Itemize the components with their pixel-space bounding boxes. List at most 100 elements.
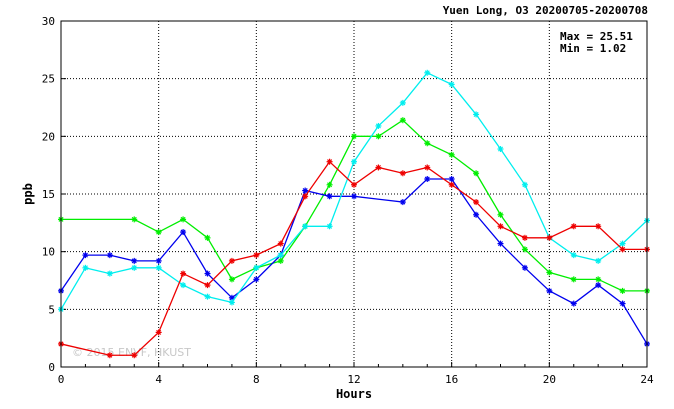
data-point — [131, 257, 138, 264]
min-stat: Min = 1.02 — [560, 42, 626, 55]
data-point — [448, 81, 455, 88]
data-point — [595, 282, 602, 289]
data-point — [424, 140, 431, 147]
data-point — [131, 216, 138, 223]
data-point — [253, 252, 260, 259]
data-point — [375, 133, 382, 140]
data-point — [326, 223, 333, 230]
data-point — [546, 287, 553, 294]
series-0 — [58, 117, 650, 294]
y-axis-title: ppb — [21, 183, 35, 205]
data-point — [326, 158, 333, 165]
data-point — [302, 223, 309, 230]
data-point — [277, 257, 284, 264]
data-point — [424, 164, 431, 171]
data-point — [497, 240, 504, 247]
data-point — [595, 223, 602, 230]
y-tick-label: 30 — [42, 15, 55, 28]
data-point — [351, 158, 357, 165]
data-point — [619, 246, 626, 253]
x-tick-label: 16 — [445, 373, 458, 386]
data-point — [497, 223, 504, 230]
data-point — [619, 287, 626, 294]
y-tick-label: 0 — [48, 361, 55, 374]
y-tick-label: 10 — [42, 246, 55, 259]
data-point — [180, 282, 187, 289]
data-point — [399, 199, 406, 206]
data-point — [595, 276, 602, 283]
data-point — [424, 176, 431, 183]
x-tick-label: 24 — [640, 373, 654, 386]
series-3 — [58, 158, 650, 359]
max-stat: Max = 25.51 — [560, 30, 633, 43]
data-point — [448, 181, 455, 188]
data-point — [106, 352, 113, 359]
x-tick-label: 8 — [253, 373, 260, 386]
x-tick-label: 4 — [155, 373, 162, 386]
plot-frame — [60, 20, 648, 368]
series-line — [60, 160, 647, 356]
data-point — [375, 122, 382, 129]
data-point — [82, 252, 89, 259]
data-point — [351, 193, 357, 200]
data-point — [473, 170, 480, 177]
data-point — [204, 293, 211, 300]
data-point — [448, 176, 455, 183]
data-point — [473, 199, 480, 206]
data-point — [448, 151, 455, 158]
data-point — [253, 276, 260, 283]
series-line — [60, 178, 648, 345]
data-point — [521, 234, 528, 241]
watermark: © 2015 ENVF, HKUST — [72, 346, 191, 359]
data-point — [204, 234, 211, 241]
data-point — [351, 181, 357, 188]
grid — [61, 21, 647, 367]
data-point — [155, 264, 162, 271]
x-tick-label: 0 — [58, 373, 65, 386]
x-axis-title: Hours — [336, 387, 372, 401]
data-point — [228, 276, 235, 283]
x-tick-label: 20 — [543, 373, 556, 386]
data-point — [180, 229, 187, 236]
data-point — [204, 270, 211, 277]
data-point — [302, 193, 309, 200]
data-point — [399, 170, 406, 177]
data-point — [399, 117, 406, 124]
data-point — [424, 69, 431, 76]
data-point — [375, 164, 382, 171]
data-point — [82, 264, 89, 271]
data-point — [180, 216, 187, 223]
y-tick-label: 15 — [42, 188, 55, 201]
axis-ticks: 0 4 8 12 16 20 24 0 5 10 15 20 25 30 — [42, 15, 654, 386]
data-point — [155, 257, 162, 264]
data-point — [204, 282, 211, 289]
data-point — [521, 181, 528, 188]
data-point — [106, 252, 113, 259]
x-tick-label: 12 — [347, 373, 360, 386]
data-point — [228, 299, 235, 306]
data-point — [473, 211, 480, 218]
chart-title: Yuen Long, O3 20200705-20200708 — [443, 4, 648, 17]
data-point — [497, 146, 504, 153]
data-point — [546, 269, 553, 276]
data-point — [399, 99, 406, 106]
y-tick-label: 25 — [42, 73, 55, 86]
data-point — [351, 133, 357, 140]
data-point — [277, 240, 284, 247]
data-point — [546, 234, 553, 241]
data-point — [619, 240, 626, 247]
data-point — [253, 264, 260, 271]
data-point — [570, 300, 577, 307]
data-point — [106, 270, 113, 277]
data-point — [497, 211, 504, 218]
data-point — [595, 257, 602, 264]
data-point — [326, 181, 333, 188]
data-point — [155, 229, 162, 236]
data-point — [521, 246, 528, 253]
y-tick-label: 5 — [48, 303, 55, 316]
data-point — [570, 223, 577, 230]
data-point — [326, 193, 333, 200]
data-point — [180, 270, 187, 277]
data-point — [302, 187, 309, 194]
